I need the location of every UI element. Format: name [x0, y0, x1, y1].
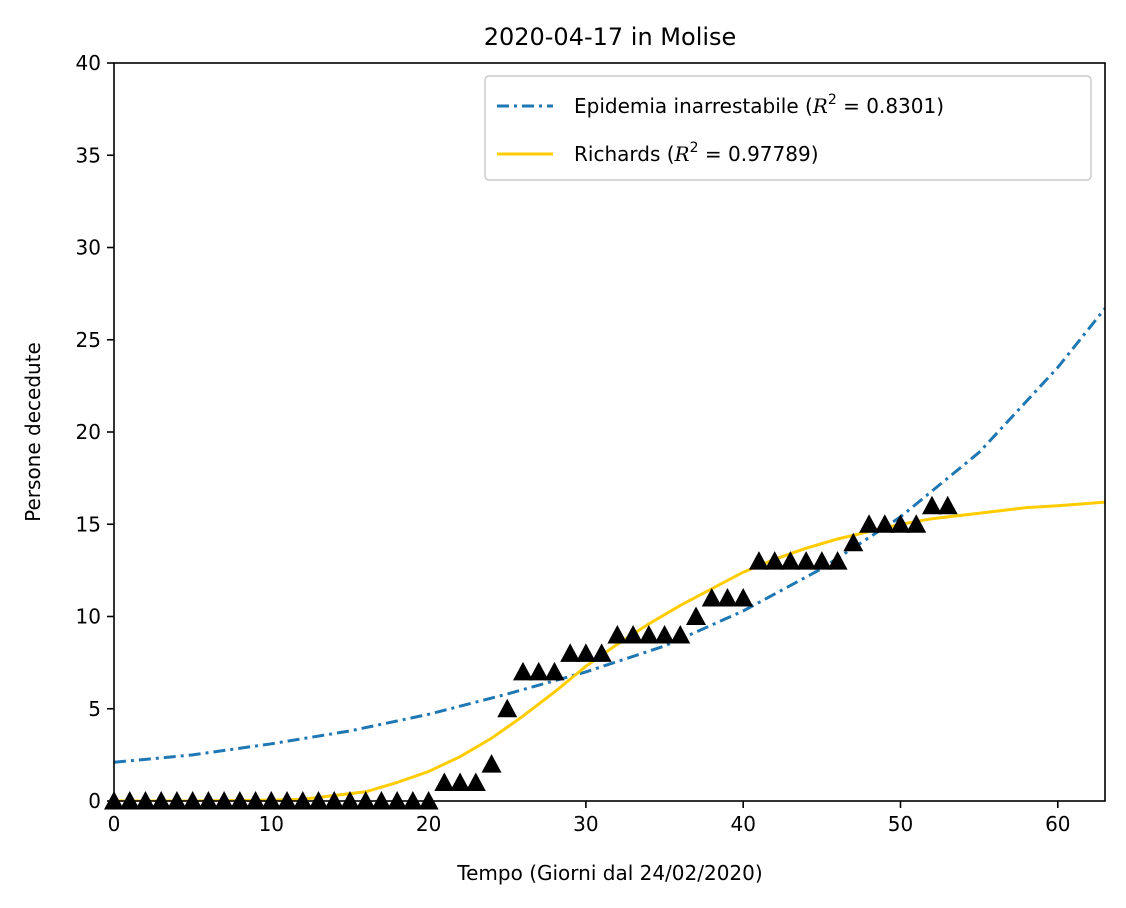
data-point-triangle: [780, 551, 801, 570]
x-tick-label: 40: [730, 812, 755, 836]
data-point-triangle: [623, 624, 644, 644]
data-point-triangle: [528, 661, 549, 681]
data-point-triangle: [512, 661, 533, 681]
data-point-triangle: [544, 661, 565, 681]
y-tick-label: 30: [76, 236, 101, 260]
x-tick-label: 20: [416, 812, 441, 836]
y-axis-label: Persone decedute: [21, 342, 45, 522]
y-tick-label: 35: [76, 143, 101, 167]
data-point-triangle: [717, 588, 738, 607]
data-point-triangle: [748, 551, 769, 570]
data-point-triangle: [733, 588, 754, 607]
data-point-triangle: [670, 624, 691, 644]
data-point-triangle: [465, 772, 486, 792]
legend-label-epidemia: Epidemia inarrestabile (R2 = 0.8301): [574, 92, 944, 118]
data-point-triangle: [434, 772, 455, 792]
data-point-triangle: [591, 643, 612, 662]
data-point-triangle: [811, 551, 832, 570]
data-point-triangle: [560, 643, 581, 662]
data-point-triangle: [497, 698, 518, 718]
plot-area: [104, 62, 1106, 810]
x-tick-label: 50: [888, 812, 913, 836]
data-point-triangle: [921, 495, 942, 515]
data-point-triangle: [874, 514, 895, 533]
x-axis-label: Tempo (Giorni dal 24/02/2020): [456, 861, 762, 885]
legend-label-richards: Richards (R2 = 0.97789): [574, 140, 819, 166]
x-tick-label: 10: [259, 812, 284, 836]
x-tick-label: 30: [573, 812, 598, 836]
x-tick-label: 60: [1045, 812, 1070, 836]
data-point-triangle: [906, 514, 927, 533]
data-point-triangle: [859, 514, 880, 533]
x-axis-ticks: 0 10 20 30 40 50 60: [108, 801, 1071, 836]
data-point-triangle: [607, 624, 628, 644]
data-point-triangle: [827, 551, 848, 570]
y-axis-ticks: 0 5 10 15 20 25 30 35 40: [76, 51, 114, 813]
data-point-triangle: [450, 772, 471, 792]
data-point-triangle: [937, 495, 958, 515]
data-point-triangle: [764, 551, 785, 570]
data-point-triangle: [701, 588, 722, 607]
data-point-triangle: [796, 551, 817, 570]
y-tick-label: 0: [88, 789, 101, 813]
data-point-triangle: [686, 606, 707, 625]
chart-title: 2020-04-17 in Molise: [484, 23, 737, 51]
y-tick-label: 25: [76, 328, 101, 352]
y-tick-label: 20: [76, 420, 101, 444]
y-tick-label: 10: [76, 605, 101, 629]
data-point-triangle: [638, 624, 659, 644]
y-tick-label: 40: [76, 51, 101, 75]
data-point-triangle: [575, 643, 596, 662]
data-point-triangle: [654, 624, 675, 644]
series-line-epidemia: [114, 307, 1105, 764]
legend-frame: [484, 75, 1092, 181]
data-point-triangle: [890, 514, 911, 533]
data-point-triangle: [843, 532, 864, 552]
data-point-triangle: [481, 754, 502, 773]
y-tick-label: 5: [88, 697, 101, 721]
x-tick-label: 0: [108, 812, 121, 836]
y-tick-label: 15: [76, 512, 101, 536]
legend: Epidemia inarrestabile (R2 = 0.8301) Ric…: [484, 75, 1092, 181]
